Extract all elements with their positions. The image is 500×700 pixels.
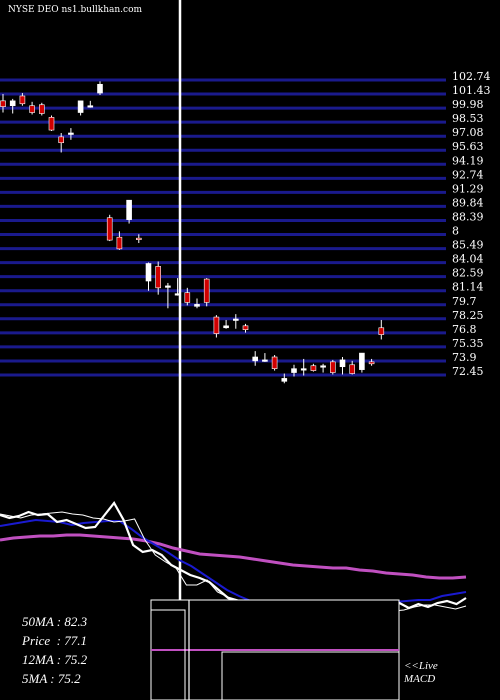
ticker-title: NYSE DEO ns1.bullkhan.com <box>8 5 143 15</box>
price-tick-label: 89.84 <box>452 196 484 209</box>
candle-body <box>58 136 65 144</box>
price-tick-label: 75.35 <box>452 337 484 350</box>
candle-body <box>106 217 113 241</box>
price-tick-label: 73.9 <box>452 351 477 364</box>
candle-body <box>329 361 336 373</box>
price-tick-label: 98.53 <box>452 112 484 125</box>
candle-body <box>116 236 123 250</box>
stat-50ma: 50MA : 82.3 <box>22 614 88 629</box>
candle-body <box>203 278 210 303</box>
candle-body <box>155 266 161 289</box>
candle-body <box>281 378 288 382</box>
price-tick-label: 88.39 <box>452 210 484 223</box>
candle-body <box>126 199 132 220</box>
candle-body <box>300 368 307 371</box>
price-tick-label: 99.98 <box>452 98 484 111</box>
candle-body <box>136 237 142 240</box>
macd-label: MACD <box>404 673 436 685</box>
candle-body <box>48 117 55 131</box>
candle-body <box>242 325 249 331</box>
candle-body <box>233 318 239 321</box>
candle-body <box>378 327 385 335</box>
candle-body <box>145 263 152 282</box>
price-tick-label: 102.74 <box>452 70 491 83</box>
candle-body <box>0 100 6 107</box>
candle-body <box>359 352 365 370</box>
stats-panel: 50MA : 82.3 Price : 77.1 12MA : 75.2 5MA… <box>22 612 87 688</box>
candle-body <box>349 364 356 374</box>
price-tick-label: 78.25 <box>452 309 484 322</box>
candle-body <box>184 292 191 303</box>
price-tick-label: 8 <box>452 225 459 238</box>
stat-5ma: 5MA : 75.2 <box>22 671 81 686</box>
candle-body <box>97 83 103 94</box>
candle-body <box>271 356 278 369</box>
candle-body <box>320 365 326 368</box>
candle-body <box>339 359 346 368</box>
price-tick-label: 101.43 <box>452 84 491 97</box>
price-tick-label: 85.49 <box>452 239 484 252</box>
candle-body <box>252 356 258 362</box>
candle-body <box>165 285 171 288</box>
candle-body <box>38 104 45 114</box>
price-tick-label: 81.14 <box>452 281 484 294</box>
live-label: <<Live <box>404 660 438 672</box>
candle-body <box>223 325 229 329</box>
candle-body <box>9 100 16 107</box>
candle-body <box>262 359 268 362</box>
price-tick-label: 91.29 <box>452 182 484 195</box>
candle-body <box>68 132 74 135</box>
candle-body <box>310 365 317 371</box>
price-tick-label: 84.04 <box>452 253 484 266</box>
price-tick-label: 94.19 <box>452 154 484 167</box>
price-tick-label: 72.45 <box>452 365 484 378</box>
candle-body <box>194 304 200 307</box>
ma-slow-line <box>0 533 467 580</box>
candle-body <box>368 361 375 365</box>
ma-white-line <box>0 511 467 615</box>
stat-price: Price : 77.1 <box>22 633 87 648</box>
stat-12ma: 12MA : 75.2 <box>22 652 88 667</box>
candle-body <box>29 105 35 113</box>
price-tick-label: 95.63 <box>452 140 484 153</box>
candle-body <box>77 100 84 113</box>
candle-body <box>19 95 26 105</box>
live-macd-label: <<Live MACD <box>404 660 438 686</box>
price-tick-label: 92.74 <box>452 168 484 181</box>
macd-line <box>221 651 399 700</box>
macd-bar-left <box>151 609 186 700</box>
candle-body <box>213 316 220 334</box>
candle-body <box>87 105 94 108</box>
candle-body <box>291 368 297 373</box>
price-tick-label: 82.59 <box>452 267 484 280</box>
price-tick-label: 97.08 <box>452 126 484 139</box>
price-tick-label: 76.8 <box>452 323 477 336</box>
price-tick-label: 79.7 <box>452 295 477 308</box>
